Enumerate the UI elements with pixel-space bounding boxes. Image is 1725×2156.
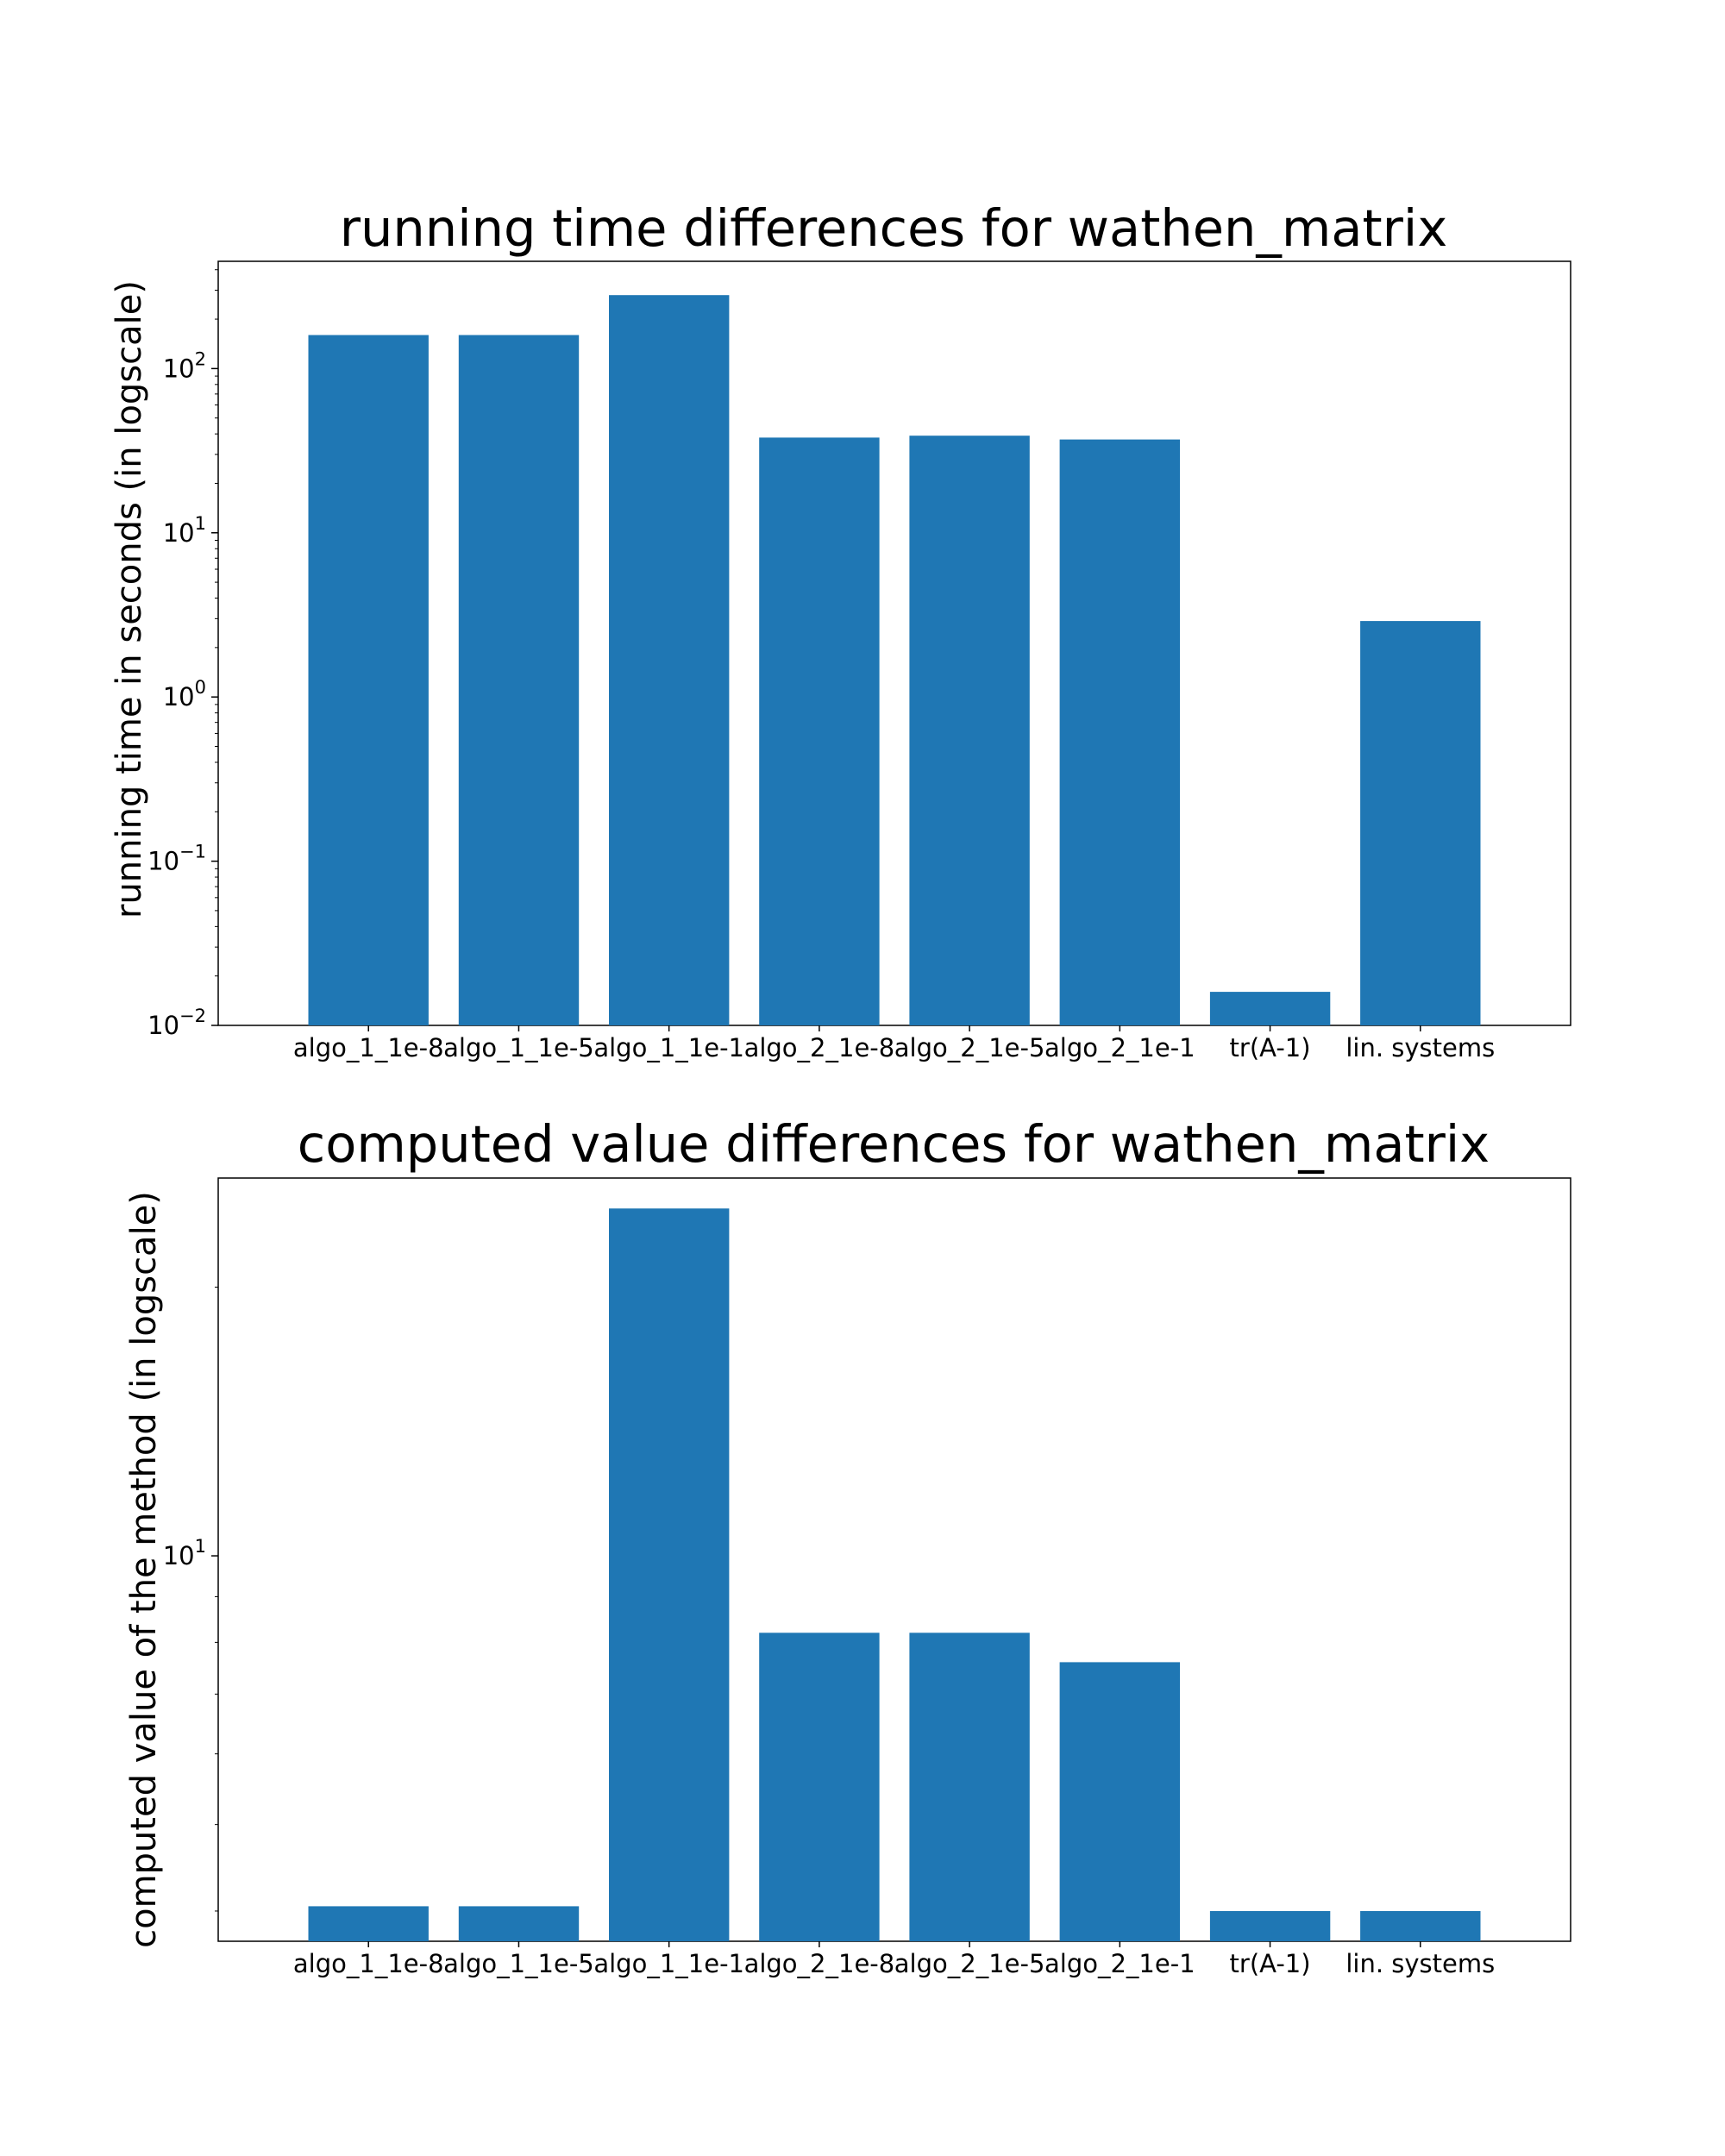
x-tick-label: algo_1_1e-5 (443, 1033, 594, 1062)
bar-algo_1_1e-1 (609, 295, 730, 1025)
bar-algo_2_1e-1 (1059, 1662, 1180, 1941)
y-tick-label: 10−1 (147, 842, 206, 876)
y-tick-label: 101 (163, 1536, 206, 1570)
y-axis-label: running time in seconds (in logscale) (110, 280, 149, 918)
bar-algo_1_1e-5 (458, 335, 580, 1025)
x-tick-label: algo_2_1e-1 (1044, 1033, 1195, 1062)
x-tick-label: algo_1_1e-5 (443, 1949, 594, 1978)
bar-algo_2_1e-8 (759, 1633, 880, 1941)
x-tick-label: tr(A-1) (1230, 1949, 1311, 1978)
x-tick-label: algo_2_1e-1 (1044, 1949, 1195, 1978)
x-tick-label: algo_2_1e-5 (894, 1033, 1045, 1062)
y-tick-group: 10−2 10−1 100 101 102 (147, 269, 218, 1040)
bar-algo_2_1e-8 (759, 437, 880, 1025)
bar-lin. systems (1360, 621, 1481, 1025)
chart-title: computed value differences for wathen_ma… (298, 1114, 1490, 1174)
x-tick-label: algo_1_1e-1 (593, 1949, 744, 1978)
chart-title: running time differences for wathen_matr… (340, 198, 1448, 258)
x-tick-label: algo_2_1e-8 (744, 1949, 895, 1978)
bar-group (308, 1208, 1481, 1941)
y-tick-group: 101 (163, 1286, 218, 1912)
plot-frame (217, 1177, 1571, 1942)
x-tick-group: algo_1_1e-8 algo_1_1e-5 algo_1_1e-1 algo_2_… (293, 1025, 1495, 1062)
bar-algo_1_1e-5 (458, 1906, 580, 1941)
x-tick-label: algo_2_1e-5 (894, 1949, 1045, 1978)
x-tick-label: algo_1_1e-8 (293, 1949, 444, 1978)
bar-algo_1_1e-8 (308, 335, 429, 1025)
running-time-chart: running time differences for wathen_matr… (110, 198, 1571, 1062)
bar-algo_2_1e-5 (909, 436, 1030, 1025)
y-axis-label: computed value of the method (in logscal… (124, 1191, 164, 1948)
bar-tr(A-1) (1209, 1911, 1331, 1941)
x-tick-label: lin. systems (1346, 1949, 1495, 1978)
bar-group (308, 295, 1481, 1026)
y-tick-label: 101 (163, 513, 206, 548)
y-tick-label: 100 (163, 677, 206, 711)
x-tick-group: algo_1_1e-8 algo_1_1e-5 algo_1_1e-1 algo_2_… (293, 1941, 1495, 1978)
x-tick-label: algo_1_1e-1 (593, 1033, 744, 1062)
bar-algo_2_1e-1 (1059, 439, 1180, 1026)
x-tick-label: algo_2_1e-8 (744, 1033, 895, 1062)
computed-value-chart: computed value differences for wathen_ma… (124, 1114, 1571, 1978)
plot-frame (217, 260, 1571, 1026)
bar-tr(A-1) (1209, 992, 1331, 1025)
bar-algo_1_1e-8 (308, 1906, 429, 1941)
bar-algo_1_1e-1 (609, 1208, 730, 1941)
x-tick-label: algo_1_1e-8 (293, 1033, 444, 1062)
x-tick-label: lin. systems (1346, 1033, 1495, 1062)
bar-lin. systems (1360, 1911, 1481, 1941)
bar-algo_2_1e-5 (909, 1633, 1030, 1941)
x-tick-label: tr(A-1) (1230, 1033, 1311, 1062)
y-tick-label: 10−2 (147, 1006, 206, 1040)
y-tick-label: 102 (163, 348, 206, 383)
